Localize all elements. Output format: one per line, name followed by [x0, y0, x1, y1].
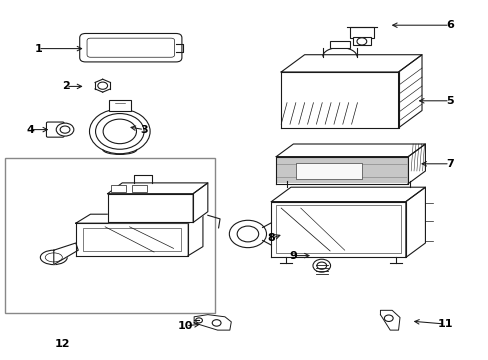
- Circle shape: [356, 38, 366, 45]
- Polygon shape: [398, 55, 421, 128]
- Polygon shape: [407, 144, 425, 184]
- Circle shape: [56, 123, 74, 136]
- FancyBboxPatch shape: [80, 33, 182, 62]
- Text: 7: 7: [445, 159, 453, 169]
- Circle shape: [60, 126, 70, 133]
- Bar: [352, 37, 370, 45]
- Circle shape: [103, 119, 136, 144]
- Polygon shape: [188, 214, 203, 256]
- Text: 6: 6: [445, 20, 453, 30]
- Bar: [111, 185, 126, 192]
- Circle shape: [95, 113, 144, 149]
- Polygon shape: [76, 223, 188, 256]
- Bar: [295, 163, 361, 179]
- Bar: [276, 205, 400, 253]
- Circle shape: [316, 262, 326, 269]
- Circle shape: [384, 315, 392, 321]
- Polygon shape: [271, 187, 425, 202]
- Circle shape: [237, 226, 258, 242]
- Polygon shape: [194, 315, 231, 330]
- Text: 8: 8: [267, 233, 275, 243]
- Circle shape: [195, 318, 202, 323]
- Polygon shape: [281, 72, 398, 128]
- Bar: [329, 41, 349, 48]
- Text: 11: 11: [436, 319, 452, 329]
- Text: 2: 2: [62, 81, 70, 91]
- Bar: [349, 27, 373, 38]
- Polygon shape: [193, 183, 207, 222]
- Text: 4: 4: [26, 125, 34, 135]
- Polygon shape: [76, 214, 203, 223]
- Ellipse shape: [45, 253, 62, 262]
- Ellipse shape: [40, 250, 67, 265]
- Circle shape: [229, 220, 266, 248]
- Text: 9: 9: [289, 251, 297, 261]
- Circle shape: [312, 259, 330, 272]
- Polygon shape: [281, 55, 421, 72]
- Polygon shape: [276, 157, 407, 184]
- Polygon shape: [276, 144, 425, 157]
- Bar: [109, 100, 130, 111]
- Bar: [132, 185, 146, 192]
- Bar: [5, 158, 215, 313]
- Polygon shape: [107, 194, 193, 222]
- Bar: [83, 228, 181, 251]
- FancyBboxPatch shape: [87, 38, 174, 57]
- Text: 10: 10: [178, 321, 193, 331]
- Circle shape: [89, 109, 150, 154]
- Polygon shape: [271, 202, 405, 257]
- Text: 5: 5: [445, 96, 453, 106]
- Polygon shape: [380, 310, 399, 330]
- Text: 1: 1: [34, 44, 42, 54]
- Text: 3: 3: [140, 125, 148, 135]
- Polygon shape: [107, 183, 207, 194]
- Text: 12: 12: [55, 339, 70, 349]
- Polygon shape: [405, 187, 425, 257]
- Circle shape: [212, 320, 221, 326]
- FancyBboxPatch shape: [46, 122, 64, 137]
- Polygon shape: [54, 243, 78, 265]
- Circle shape: [98, 82, 107, 89]
